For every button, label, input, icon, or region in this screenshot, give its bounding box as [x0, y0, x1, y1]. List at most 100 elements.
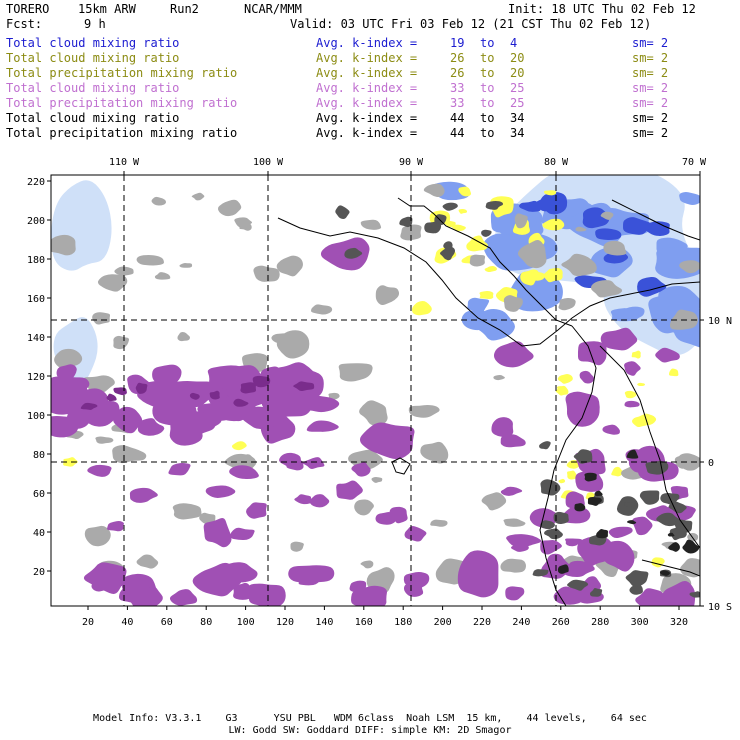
precip-patch-purple [152, 395, 197, 426]
precip-patch-purple [510, 543, 529, 552]
cloud-patch-gray [679, 260, 700, 274]
model-info-line: Model Info: V3.3.1 G3 YSU PBL WDM 6class… [93, 713, 647, 724]
coastline [277, 217, 700, 347]
cloud-patch-yellow [555, 385, 569, 396]
precip-patch-purple [192, 562, 243, 597]
lat-label: 0 [708, 458, 714, 469]
legend-smoothing: sm= 2 [632, 126, 669, 140]
legend-kindex-from: 44 [450, 111, 465, 125]
cloud-shield-mid [461, 309, 493, 331]
cloud-patch-gray [54, 348, 83, 369]
precip-patch-purple [632, 516, 653, 536]
legend-field: Total precipitation mixing ratio [6, 96, 238, 110]
y-tick-label: 200 [27, 216, 45, 227]
organization: NCAR/MMM [244, 2, 302, 16]
precip-core-gray [539, 441, 551, 450]
precip-core-purple [293, 381, 315, 391]
map-field-layer [51, 175, 700, 606]
precip-patch-purple [493, 341, 534, 368]
cloud-patch-gray [420, 441, 449, 464]
cloud-patch-gray [84, 525, 111, 547]
x-tick-label: 200 [434, 617, 452, 628]
cloud-patch-yellow [631, 350, 641, 359]
cloud-shield-deep [637, 276, 667, 297]
precip-patch-purple [608, 526, 633, 539]
x-tick-label: 60 [161, 617, 173, 628]
cloud-patch-yellow [231, 441, 247, 451]
lat-label: 10 N [708, 316, 732, 327]
cloud-patch-gray [503, 518, 526, 527]
forecast-hour: 9 h [84, 17, 106, 31]
cloud-patch-yellow [458, 209, 468, 214]
cloud-patch-gray [95, 436, 114, 444]
precip-patch-purple [306, 420, 339, 432]
precip-patch-purple [561, 506, 591, 524]
precip-core-gray [335, 205, 350, 219]
legend-kindex-label: Avg. k-index = [316, 51, 418, 65]
forecast-label: Fcst: [6, 17, 43, 31]
cloud-patch-gray [290, 541, 304, 552]
legend-kindex-from: 26 [450, 51, 465, 65]
x-tick-label: 160 [355, 617, 373, 628]
legend-smoothing: sm= 2 [632, 36, 669, 50]
precip-patch-purple [389, 506, 408, 524]
legend-to-word: to [480, 81, 495, 95]
valid-time: Valid: 03 UTC Fri 03 Feb 12 (21 CST Thu … [290, 17, 652, 31]
y-tick-label: 100 [27, 411, 45, 422]
precip-patch-purple [579, 370, 595, 384]
precip-core-purple [113, 387, 127, 396]
lon-label: 100 W [253, 157, 284, 168]
cloud-shield-mid [610, 308, 640, 322]
coastline [611, 199, 700, 241]
y-tick-label: 40 [33, 528, 45, 539]
precip-patch-purple [169, 589, 198, 606]
cloud-shield-deep [595, 228, 622, 241]
lon-label: 90 W [399, 157, 424, 168]
x-tick-label: 100 [237, 617, 255, 628]
cloud-patch-yellow [466, 235, 488, 252]
cloud-patch-yellow [669, 368, 679, 377]
x-tick-label: 140 [315, 617, 333, 628]
cloud-shield-mid [679, 191, 700, 206]
cloud-patch-gray [493, 375, 505, 381]
precip-patch-purple [203, 517, 232, 548]
precip-patch-purple [185, 411, 216, 436]
cloud-patch-gray [253, 265, 280, 282]
cloud-patch-gray [191, 192, 205, 201]
cloud-patch-gray [177, 332, 190, 342]
cloud-patch-gray [97, 274, 128, 292]
cloud-patch-gray [310, 304, 333, 315]
precip-core-gray [689, 591, 700, 598]
lon-label: 70 W [682, 157, 707, 168]
coastline [391, 457, 411, 475]
cloud-patch-yellow [557, 374, 573, 384]
cloud-patch-gray [276, 255, 303, 277]
legend-field: Total precipitation mixing ratio [6, 126, 238, 140]
run-label: Run2 [170, 2, 199, 16]
precip-patch-purple [351, 585, 388, 606]
precip-patch-purple [107, 520, 124, 532]
precip-patch-purple [294, 494, 312, 505]
cloud-patch-gray [179, 263, 193, 268]
cloud-patch-yellow [543, 268, 563, 283]
precip-patch-purple [232, 582, 253, 600]
precip-core-gray [624, 502, 636, 507]
precip-patch-purple [55, 381, 75, 392]
precip-core-purple [209, 390, 220, 400]
lat-label: 10 S [708, 602, 732, 613]
precip-patch-purple [404, 526, 427, 542]
legend-field: Total cloud mixing ratio [6, 36, 180, 50]
legend-kindex-from: 33 [450, 81, 465, 95]
cloud-patch-gray [217, 199, 242, 217]
precip-patch-purple [403, 572, 430, 588]
precip-core-gray [567, 579, 589, 591]
precip-core-gray [589, 587, 603, 597]
cloud-patch-gray [114, 266, 134, 276]
cloud-patch-gray [469, 254, 486, 267]
y-tick-label: 160 [27, 294, 45, 305]
physics-info-line: LW: Godd SW: Goddard DIFF: simple KM: 2D… [228, 725, 512, 736]
cloud-patch-gray [51, 234, 76, 256]
legend-to-word: to [480, 36, 495, 50]
precip-patch-purple [577, 341, 607, 366]
precip-patch-purple [113, 406, 143, 434]
